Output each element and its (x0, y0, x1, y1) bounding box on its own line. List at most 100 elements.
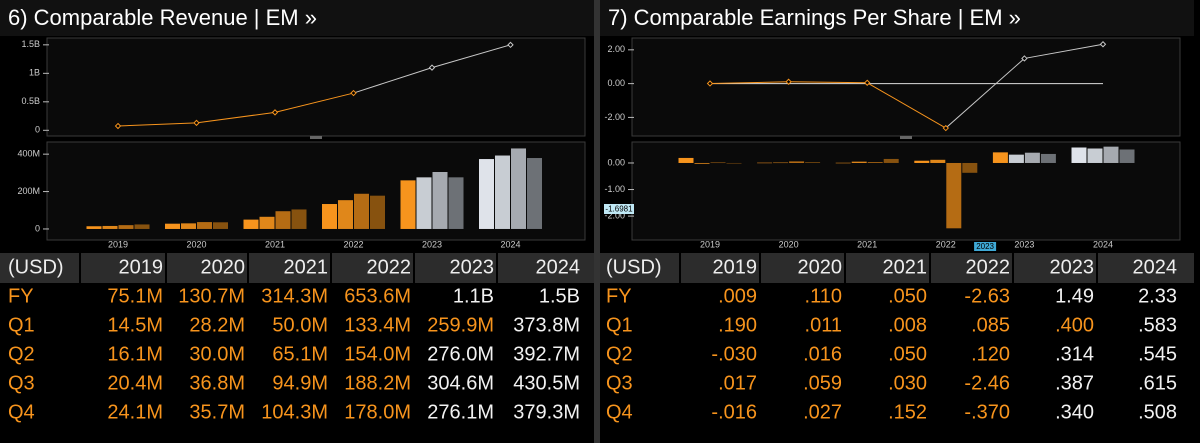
table-header-cell: 2024 (1133, 256, 1178, 278)
table-cell: 314.3M (261, 285, 328, 307)
table-header-cell: 2021 (284, 256, 329, 278)
bar (527, 158, 542, 229)
x-cursor-label-box (974, 242, 997, 251)
x-tick-label: 2020 (779, 239, 799, 249)
table-cell: 24.1M (107, 401, 163, 423)
table-header-cell: 2022 (367, 256, 412, 278)
bar (757, 162, 773, 164)
table-cell: .152 (888, 401, 927, 423)
table-cell: 188.2M (344, 372, 411, 394)
table-header-cell: 2023 (1050, 256, 1095, 278)
row-label: Q3 (606, 372, 633, 394)
table-cell: .050 (888, 343, 927, 365)
table-cell: .120 (971, 343, 1010, 365)
bar (835, 162, 851, 164)
y-tick-label: 1B (29, 68, 40, 78)
bar (851, 161, 867, 163)
panel-title[interactable]: 7) Comparable Earnings Per Share | EM » (608, 5, 1021, 30)
table-cell: .190 (718, 314, 757, 336)
table-cell: 379.3M (513, 401, 580, 423)
line-segment (1024, 43, 1104, 59)
bar (992, 152, 1008, 163)
table-cell: .027 (803, 401, 842, 423)
bar (511, 148, 526, 229)
plot-area (46, 37, 586, 137)
bar (134, 224, 150, 229)
row-label: Q4 (8, 401, 35, 423)
table-cell: 178.0M (344, 401, 411, 423)
row-label: Q3 (8, 372, 35, 394)
row-label: Q2 (8, 343, 35, 365)
table-cell: -2.63 (964, 285, 1010, 307)
table-cell: .387 (1055, 372, 1094, 394)
panel-title[interactable]: 6) Comparable Revenue | EM » (8, 5, 317, 30)
panel-divider (594, 0, 600, 443)
bar (914, 160, 930, 163)
bar (805, 162, 821, 163)
bar (197, 222, 212, 229)
table-cell: .009 (718, 285, 757, 307)
bar (432, 171, 448, 229)
point-marker (428, 64, 436, 71)
point-marker (350, 89, 357, 97)
table-header-cell: 2020 (201, 256, 246, 278)
table-cell: 35.7M (189, 401, 245, 423)
table-cell: -2.46 (964, 372, 1010, 394)
table-cell: .340 (1055, 401, 1094, 423)
bar (694, 162, 710, 164)
table-cell: 130.7M (178, 285, 245, 307)
table-cell: .030 (888, 372, 927, 394)
table-cell: 36.8M (189, 372, 245, 394)
table-cell: 133.4M (344, 314, 411, 336)
bar (338, 200, 353, 229)
table-cell: 14.5M (107, 314, 163, 336)
table-header-cell: 2019 (119, 256, 164, 278)
line-segment (274, 92, 354, 113)
x-tick-label: 2019 (700, 239, 720, 249)
bar (102, 225, 118, 229)
bar (726, 162, 742, 164)
table-cell: 1.49 (1055, 285, 1094, 307)
table-header-cell: 2021 (883, 256, 928, 278)
bar (1008, 154, 1024, 163)
row-label: Q2 (606, 343, 633, 365)
line-segment (945, 58, 1025, 129)
table-header-cell: (USD) (8, 256, 64, 278)
bar (322, 204, 337, 229)
bar (1087, 148, 1103, 163)
line-segment (196, 111, 276, 124)
bar (1040, 153, 1056, 163)
table-cell: 30.0M (189, 343, 245, 365)
x-tick-label: 2023 (1014, 239, 1034, 249)
bar (710, 162, 726, 164)
table-cell: -.370 (964, 401, 1010, 423)
table-cell: 2.33 (1138, 285, 1177, 307)
bar (243, 219, 259, 229)
table-header-bg (0, 253, 594, 283)
bar (946, 162, 962, 229)
bar (930, 159, 946, 163)
bar (789, 161, 805, 163)
title-bar (0, 0, 594, 36)
point-marker (114, 122, 122, 130)
table-header-cell: 2019 (713, 256, 758, 278)
bar (1119, 149, 1135, 163)
x-tick-label: 2022 (343, 239, 363, 249)
y-tick-label: -1.00 (604, 184, 625, 194)
table-cell: 373.8M (513, 314, 580, 336)
row-label: Q1 (8, 314, 35, 336)
table-cell: .059 (803, 372, 842, 394)
table-cell: .011 (805, 314, 842, 336)
table-cell: .508 (1138, 401, 1177, 423)
plot-area (631, 37, 1181, 137)
title-bar (600, 0, 1194, 36)
table-cell: 28.2M (189, 314, 245, 336)
table-cell: .008 (888, 314, 927, 336)
bar (181, 223, 196, 229)
table-cell: .050 (888, 285, 927, 307)
x-tick-label: 2022 (936, 239, 956, 249)
table-cell: 304.6M (427, 372, 494, 394)
x-cursor-label: 2023 (976, 242, 994, 251)
x-tick-label: 2020 (186, 239, 206, 249)
